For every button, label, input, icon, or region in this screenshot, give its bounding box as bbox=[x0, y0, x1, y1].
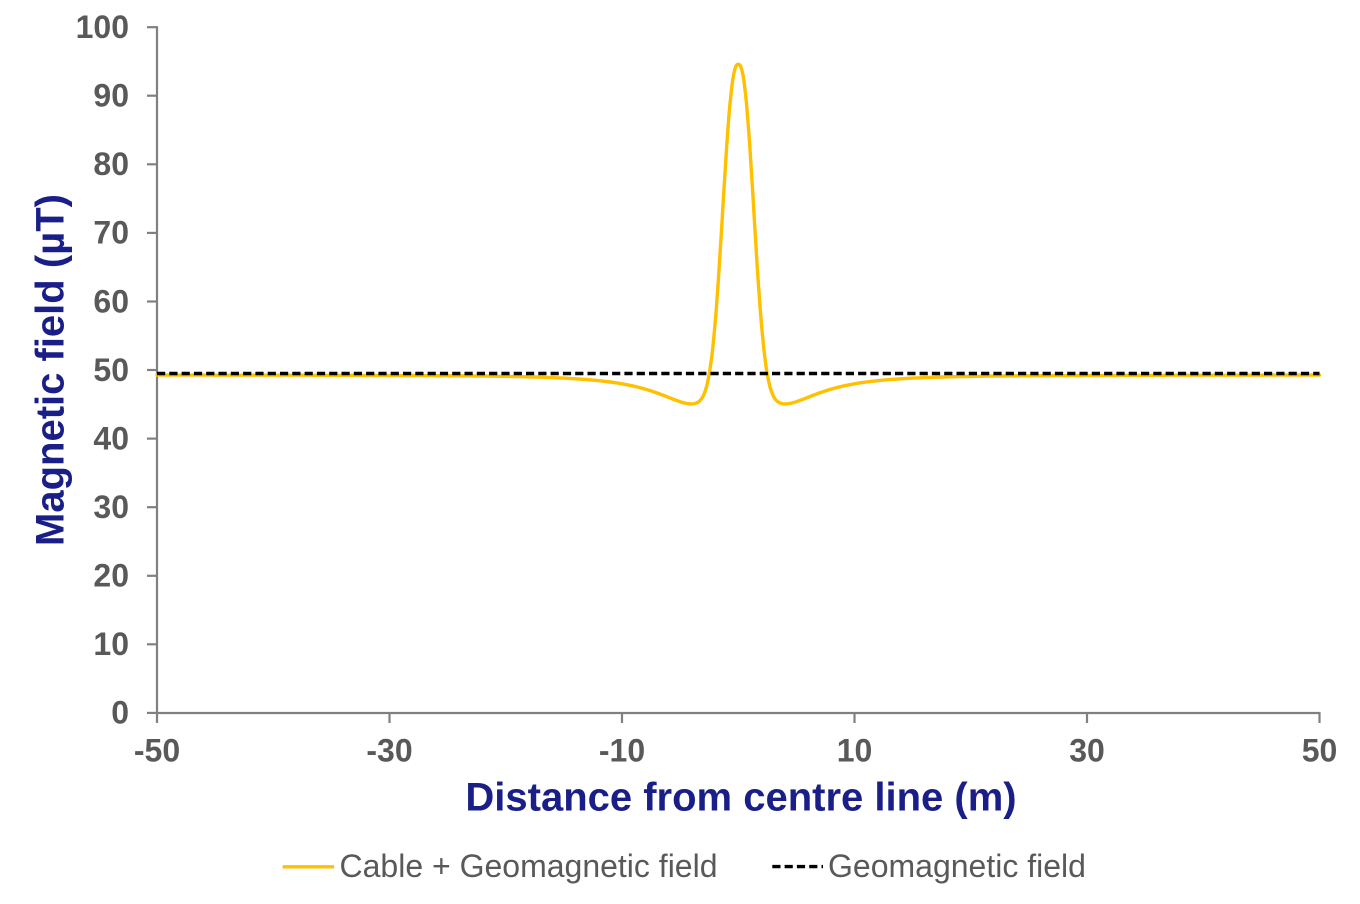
svg-text:10: 10 bbox=[93, 626, 129, 662]
svg-text:20: 20 bbox=[93, 558, 129, 594]
svg-text:Geomagnetic field: Geomagnetic field bbox=[828, 848, 1086, 884]
svg-text:Cable + Geomagnetic field: Cable + Geomagnetic field bbox=[340, 848, 718, 884]
svg-text:-10: -10 bbox=[599, 733, 645, 769]
svg-text:Distance from centre line (m): Distance from centre line (m) bbox=[465, 776, 1016, 820]
svg-text:90: 90 bbox=[93, 78, 129, 114]
svg-text:60: 60 bbox=[93, 283, 129, 319]
svg-text:50: 50 bbox=[93, 352, 129, 388]
svg-text:40: 40 bbox=[93, 420, 129, 456]
svg-text:30: 30 bbox=[93, 489, 129, 525]
svg-text:50: 50 bbox=[1302, 733, 1338, 769]
svg-text:0: 0 bbox=[111, 695, 129, 731]
svg-text:80: 80 bbox=[93, 146, 129, 182]
svg-text:-50: -50 bbox=[134, 733, 180, 769]
svg-text:-30: -30 bbox=[366, 733, 412, 769]
svg-text:70: 70 bbox=[93, 215, 129, 251]
svg-text:30: 30 bbox=[1069, 733, 1105, 769]
svg-text:Magnetic field (µT): Magnetic field (µT) bbox=[28, 194, 72, 546]
svg-text:10: 10 bbox=[837, 733, 873, 769]
svg-text:100: 100 bbox=[76, 9, 129, 45]
